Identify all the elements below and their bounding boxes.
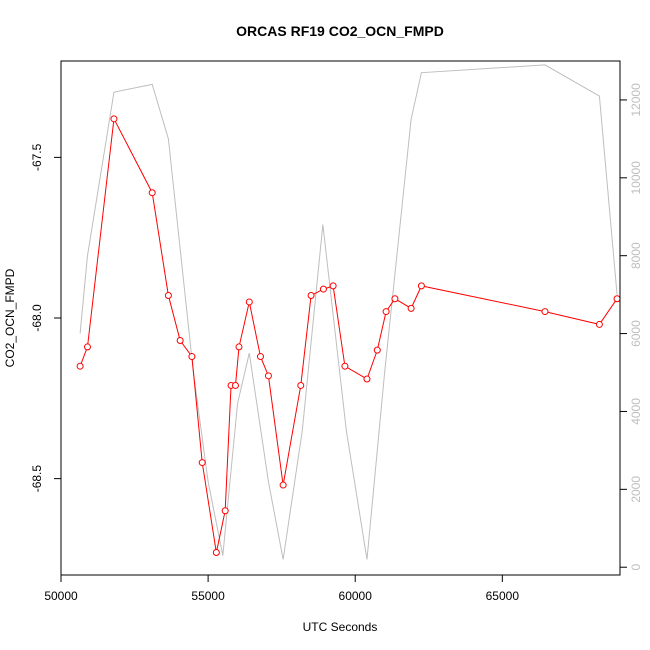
- data-point: [235, 343, 243, 351]
- x-tick-label: 60000: [339, 589, 373, 603]
- data-point: [176, 336, 184, 344]
- data-point: [76, 362, 84, 370]
- y2-tick-label: 2000: [629, 476, 643, 503]
- data-point: [198, 459, 206, 467]
- data-point: [329, 282, 337, 290]
- x-tick-label: 50000: [44, 589, 78, 603]
- y2-tick-label: 4000: [629, 398, 643, 425]
- chart-title: ORCAS RF19 CO2_OCN_FMPD: [236, 23, 444, 39]
- data-point: [391, 295, 399, 303]
- data-point: [148, 189, 156, 197]
- y-axis-left: -68.5 -68.0 -67.5: [30, 143, 62, 493]
- data-point: [407, 304, 415, 312]
- data-point: [231, 381, 239, 389]
- y-tick-label: -68.5: [30, 465, 44, 493]
- data-point: [188, 353, 196, 361]
- y2-tick-label: 0: [629, 564, 643, 571]
- left-axis-series: [76, 115, 621, 557]
- y2-tick-label: 10000: [629, 161, 643, 195]
- data-point: [341, 362, 349, 370]
- x-tick-label: 55000: [191, 589, 225, 603]
- y2-tick-label: 6000: [629, 320, 643, 347]
- data-point: [319, 285, 327, 293]
- data-point: [417, 282, 425, 290]
- series-line-left: [79, 117, 618, 553]
- data-point: [264, 372, 272, 380]
- data-point: [164, 292, 172, 300]
- data-point: [613, 295, 621, 303]
- x-tick-label: 65000: [486, 589, 520, 603]
- data-point: [279, 481, 287, 489]
- y-tick-label: -67.5: [30, 143, 44, 171]
- data-point: [221, 507, 229, 515]
- data-point: [595, 320, 603, 328]
- data-point: [297, 381, 305, 389]
- data-point: [83, 343, 91, 351]
- series-line-right: [79, 64, 618, 560]
- data-point: [245, 298, 253, 306]
- right-axis-series: [79, 64, 618, 560]
- data-point: [373, 346, 381, 354]
- y-axis-right: 0 2000 4000 6000 8000 10000 12000: [619, 83, 643, 571]
- data-point: [363, 375, 371, 383]
- x-axis-label: UTC Seconds: [303, 620, 378, 634]
- data-point: [382, 308, 390, 316]
- data-point: [110, 115, 118, 123]
- plot-frame: [60, 60, 621, 576]
- y-tick-label: -68.0: [30, 304, 44, 332]
- x-axis: 50000 55000 60000 65000: [44, 574, 520, 603]
- data-point: [212, 549, 220, 557]
- data-point: [541, 308, 549, 316]
- data-point: [256, 353, 264, 361]
- y2-tick-label: 12000: [629, 83, 643, 117]
- y-axis-label: CO2_OCN_FMPD: [3, 268, 17, 367]
- data-point: [307, 292, 315, 300]
- y2-tick-label: 8000: [629, 242, 643, 269]
